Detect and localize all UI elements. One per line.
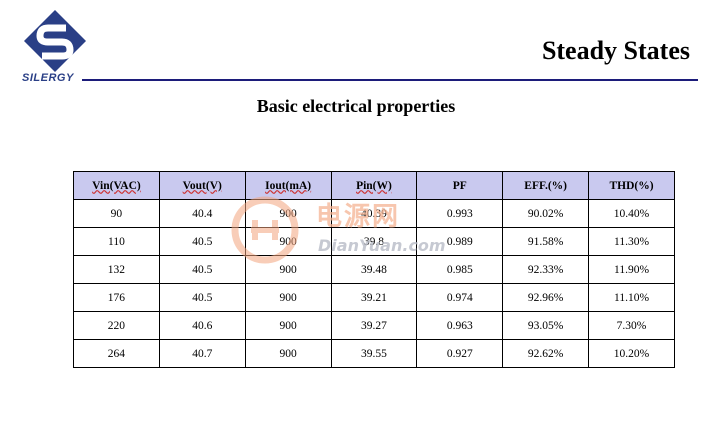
cell: 10.20%: [588, 339, 675, 368]
cell: 39.27: [330, 311, 418, 340]
col-thd: THD(%): [588, 171, 675, 200]
watermark-chinese: 电源网: [316, 202, 401, 232]
col-vin: Vin(VAC): [73, 171, 160, 200]
cell: 90.02%: [502, 199, 590, 228]
cell: 39.48: [330, 255, 418, 284]
table-row: 90 40.4 900 40.39 0.993 90.02% 10.40%: [73, 199, 675, 228]
cell: 0.989: [416, 227, 504, 256]
col-eff: EFF.(%): [502, 171, 590, 200]
header-divider: [82, 79, 698, 81]
electrical-properties-table: Vin(VAC) Vout(V) Iout(mA) Pin(W) PF EFF.…: [73, 171, 675, 368]
table-row: 264 40.7 900 39.55 0.927 92.62% 10.20%: [73, 339, 675, 368]
cell: 92.62%: [502, 339, 590, 368]
cell: 264: [73, 339, 160, 368]
section-subtitle: Basic electrical properties: [256, 96, 456, 116]
cell: 900: [244, 311, 332, 340]
silergy-logo: [24, 10, 86, 72]
cell: 11.90%: [588, 255, 675, 284]
watermark-english: DianYuan.com: [318, 236, 446, 255]
table-row: 220 40.6 900 39.27 0.963 93.05% 7.30%: [73, 311, 675, 340]
col-pf: PF: [416, 171, 504, 200]
cell: 91.58%: [502, 227, 590, 256]
cell: 40.5: [158, 227, 246, 256]
cell: 110: [73, 227, 160, 256]
cell: 11.10%: [588, 283, 675, 312]
cell: 220: [73, 311, 160, 340]
cell: 132: [73, 255, 160, 284]
cell: 39.8: [330, 227, 418, 256]
watermark-logo-icon: [231, 196, 299, 264]
cell: 40.5: [158, 283, 246, 312]
cell: 93.05%: [502, 311, 590, 340]
cell: 0.974: [416, 283, 504, 312]
table-header-row: Vin(VAC) Vout(V) Iout(mA) Pin(W) PF EFF.…: [73, 171, 675, 200]
cell: 0.993: [416, 199, 504, 228]
cell: 92.96%: [502, 283, 590, 312]
cell: 40.5: [158, 255, 246, 284]
col-vout: Vout(V): [158, 171, 246, 200]
cell: 92.33%: [502, 255, 590, 284]
cell: 0.927: [416, 339, 504, 368]
logo-text: SILERGY: [22, 72, 74, 84]
page-title: Steady States: [541, 36, 690, 65]
cell: 176: [73, 283, 160, 312]
cell: 40.7: [158, 339, 246, 368]
cell: 90: [73, 199, 160, 228]
cell: 11.30%: [588, 227, 675, 256]
cell: 7.30%: [588, 311, 675, 340]
table-row: 132 40.5 900 39.48 0.985 92.33% 11.90%: [73, 255, 675, 284]
cell: 900: [244, 339, 332, 368]
cell: 40.6: [158, 311, 246, 340]
cell: 10.40%: [588, 199, 675, 228]
table-row: 176 40.5 900 39.21 0.974 92.96% 11.10%: [73, 283, 675, 312]
cell: 0.963: [416, 311, 504, 340]
cell: 39.55: [330, 339, 418, 368]
cell: 900: [244, 283, 332, 312]
cell: 39.21: [330, 283, 418, 312]
